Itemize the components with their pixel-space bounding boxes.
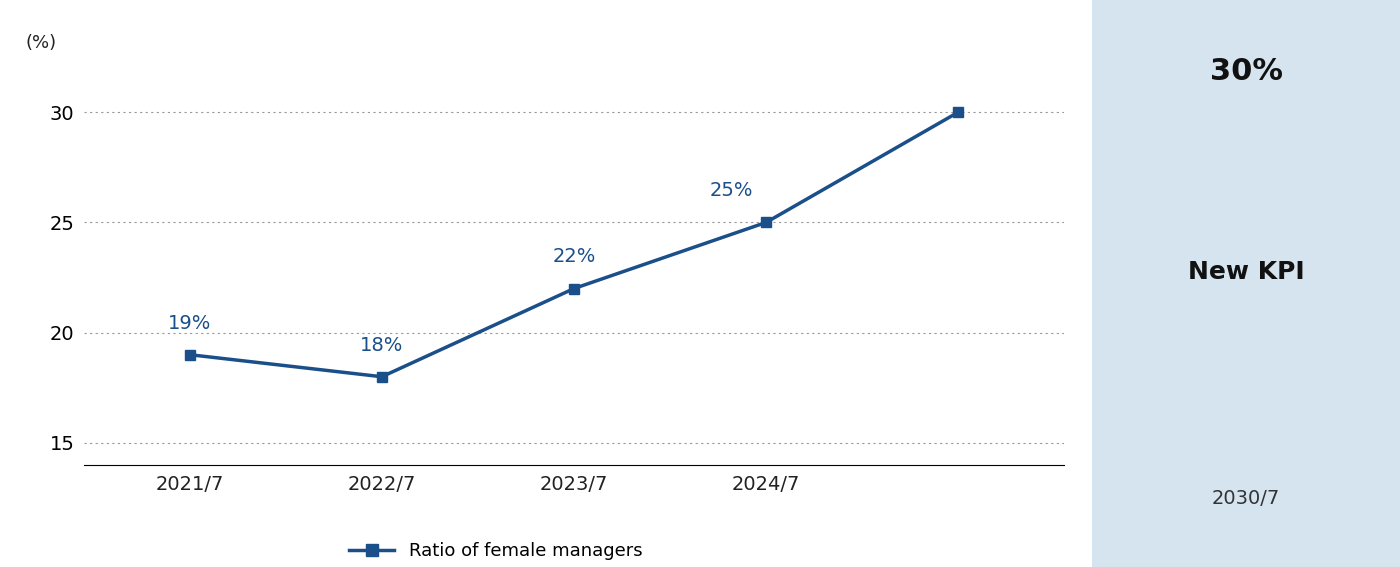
Text: New KPI: New KPI [1187, 260, 1305, 284]
Text: 25%: 25% [710, 181, 753, 200]
Text: (%): (%) [25, 34, 56, 52]
Text: 2030/7: 2030/7 [1212, 489, 1280, 509]
Text: 18%: 18% [360, 336, 403, 355]
Text: 19%: 19% [168, 314, 211, 333]
Text: 30%: 30% [1210, 57, 1282, 86]
Legend: Ratio of female managers: Ratio of female managers [342, 535, 650, 567]
Text: 22%: 22% [553, 247, 595, 266]
